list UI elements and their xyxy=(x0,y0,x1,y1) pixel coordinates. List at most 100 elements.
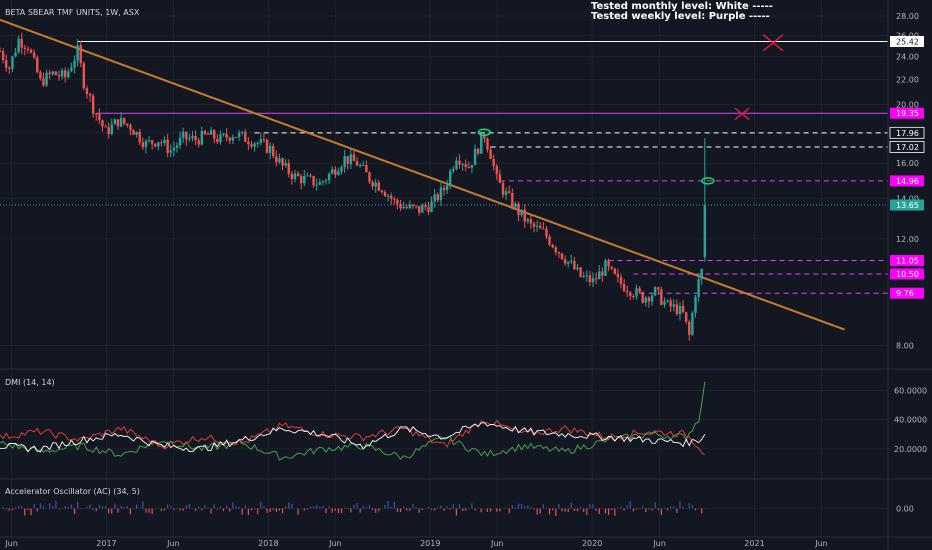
candle-body xyxy=(119,117,123,127)
candle-body xyxy=(594,278,598,280)
candle-body xyxy=(694,296,697,314)
candle-body xyxy=(601,271,604,276)
candle-body xyxy=(405,206,408,208)
candle-body xyxy=(51,71,54,75)
candle-body xyxy=(408,204,412,208)
candle-body xyxy=(380,190,384,193)
ac-bar xyxy=(390,506,392,509)
candle-body xyxy=(551,244,554,248)
price-label-box xyxy=(890,199,924,211)
candle-body xyxy=(287,163,290,174)
candle-body xyxy=(644,297,648,303)
ac-bar xyxy=(589,504,591,509)
ac-bar xyxy=(160,508,163,512)
ac-bar xyxy=(673,506,675,509)
candle-body xyxy=(244,131,247,142)
ac-bar xyxy=(682,506,684,509)
candle-body xyxy=(95,113,98,115)
candle-body xyxy=(281,158,284,166)
candle-body xyxy=(591,278,595,283)
ac-bar xyxy=(232,502,234,509)
candle-body xyxy=(352,154,356,162)
candle-body xyxy=(458,160,461,165)
price-tick-label: 12.00 xyxy=(896,235,919,244)
candle-body xyxy=(113,119,117,125)
candle-body xyxy=(427,206,430,212)
ac-bar xyxy=(21,505,23,509)
candle-body xyxy=(691,313,694,335)
candle-body xyxy=(411,204,415,206)
ac-bar xyxy=(548,508,551,515)
candle-body xyxy=(355,161,359,166)
ac-pane-label[interactable]: Accelerator Oscillator (AC) (34, 5) xyxy=(5,487,140,496)
candle-body xyxy=(163,139,166,144)
ac-bar xyxy=(595,508,597,511)
candle-body xyxy=(110,124,113,134)
candle-body xyxy=(247,141,250,145)
ac-bar xyxy=(340,508,343,513)
annotation-markers[interactable] xyxy=(477,34,784,185)
ac-bar xyxy=(328,506,330,509)
ac-bar xyxy=(73,508,76,515)
candle-body xyxy=(675,304,679,315)
candle-body xyxy=(26,48,30,50)
ac-bar xyxy=(521,504,523,509)
ac-bar xyxy=(11,508,14,510)
candle-body xyxy=(681,306,685,313)
candle-body xyxy=(588,275,592,283)
ac-bar xyxy=(462,508,464,511)
ac-bar xyxy=(285,506,287,509)
candle-body xyxy=(697,279,700,297)
candle-body xyxy=(632,296,635,298)
price-label-text: 10.50 xyxy=(896,270,919,279)
ac-bar xyxy=(291,503,293,509)
candle-body xyxy=(501,182,505,195)
ac-bar xyxy=(322,506,324,509)
candle-body xyxy=(334,169,337,175)
ac-bar xyxy=(36,508,38,512)
candle-body xyxy=(343,156,346,168)
ac-bar xyxy=(195,508,197,512)
ac-bar xyxy=(154,507,156,509)
ac-bar xyxy=(309,506,312,509)
candle-body xyxy=(154,143,157,147)
candle-body xyxy=(312,176,315,186)
time-tick-label: 2017 xyxy=(96,539,116,548)
ac-bar xyxy=(61,508,63,510)
candle-body xyxy=(79,45,82,64)
candle-body xyxy=(259,139,263,143)
time-axis[interactable]: Jun 2017 Jun 2018 Jun 2019 Jun 2020 Jun 2021 Jun xyxy=(4,539,827,548)
candle-body xyxy=(489,149,492,159)
symbol-title[interactable]: BETA SBEAR TMF UNITS, 1W, ASX xyxy=(5,8,140,17)
trendline[interactable] xyxy=(0,18,845,331)
candle-body xyxy=(101,120,104,127)
ac-bar xyxy=(179,508,181,511)
dmi-pane-label[interactable]: DMI (14, 14) xyxy=(5,378,55,387)
price-label-text: 14.96 xyxy=(896,177,919,186)
ac-bar xyxy=(368,504,371,509)
horizontal-levels xyxy=(0,40,888,294)
candle-body xyxy=(349,154,353,164)
candle-body xyxy=(495,166,498,175)
candle-body xyxy=(42,78,45,86)
candle-body xyxy=(545,228,548,237)
ac-bar xyxy=(427,507,430,509)
ac-bar xyxy=(654,502,656,509)
ac-bar xyxy=(437,507,439,509)
ac-bar xyxy=(573,508,576,511)
candle-body xyxy=(421,205,424,213)
candle-body xyxy=(219,134,222,143)
candle-body xyxy=(461,164,464,166)
candle-body xyxy=(275,156,278,163)
red-x-marker xyxy=(734,107,750,121)
time-tick-label: Jun xyxy=(4,539,18,548)
candle-body xyxy=(268,145,272,153)
price-labels: 25.42 19.35 17.96 17.02 14.96 13.65 11.05 10.50… xyxy=(889,35,925,299)
candle-body xyxy=(73,60,76,68)
ac-bar xyxy=(142,501,144,509)
candle-body xyxy=(647,297,651,302)
ac-bar xyxy=(257,508,259,515)
ac-bar xyxy=(691,505,693,509)
